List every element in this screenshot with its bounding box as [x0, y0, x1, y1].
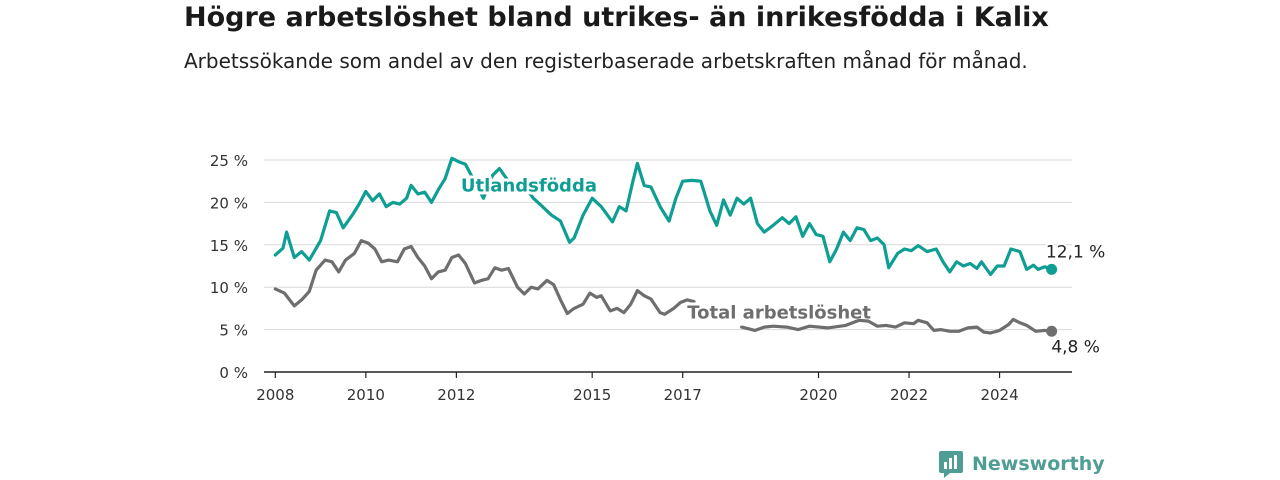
y-tick-label: 25 % [210, 152, 248, 170]
brand-name: Newsworthy [972, 453, 1105, 475]
series-line-utlandsfodda [273, 156, 1054, 277]
page-title: Högre arbetslöshet bland utrikes- än inr… [184, 2, 1049, 33]
y-tick-label: 10 % [210, 279, 248, 297]
brand-logo: Newsworthy [938, 448, 1105, 480]
series-line-total [273, 239, 696, 316]
x-tick-label: 2024 [980, 386, 1018, 404]
y-tick-label: 0 % [219, 364, 248, 382]
y-tick-label: 5 % [219, 322, 248, 340]
series-line-total-tail [740, 317, 1054, 335]
end-label-total: 4,8 % [1051, 337, 1100, 357]
page-subtitle: Arbetssökande som andel av den registerb… [184, 49, 1028, 73]
x-tick-label: 2010 [347, 386, 385, 404]
y-tick-label: 15 % [210, 237, 248, 255]
series-label-utlandsfodda: Utlandsfödda [461, 175, 597, 196]
x-tick-label: 2015 [573, 386, 611, 404]
y-tick-label: 20 % [210, 194, 248, 212]
x-tick-label: 2008 [256, 386, 294, 404]
x-tick-label: 2020 [799, 386, 837, 404]
x-tick-label: 2022 [890, 386, 928, 404]
end-label-utlandsfodda: 12,1 % [1046, 242, 1105, 262]
x-tick-label: 2012 [437, 386, 475, 404]
x-tick-label: 2017 [664, 386, 702, 404]
bar-chart-logo-icon [939, 451, 963, 478]
end-marker-utlandsfodda [1046, 263, 1058, 275]
series-label-total: Total arbetslöshet [687, 303, 871, 324]
end-marker-total [1046, 325, 1058, 337]
